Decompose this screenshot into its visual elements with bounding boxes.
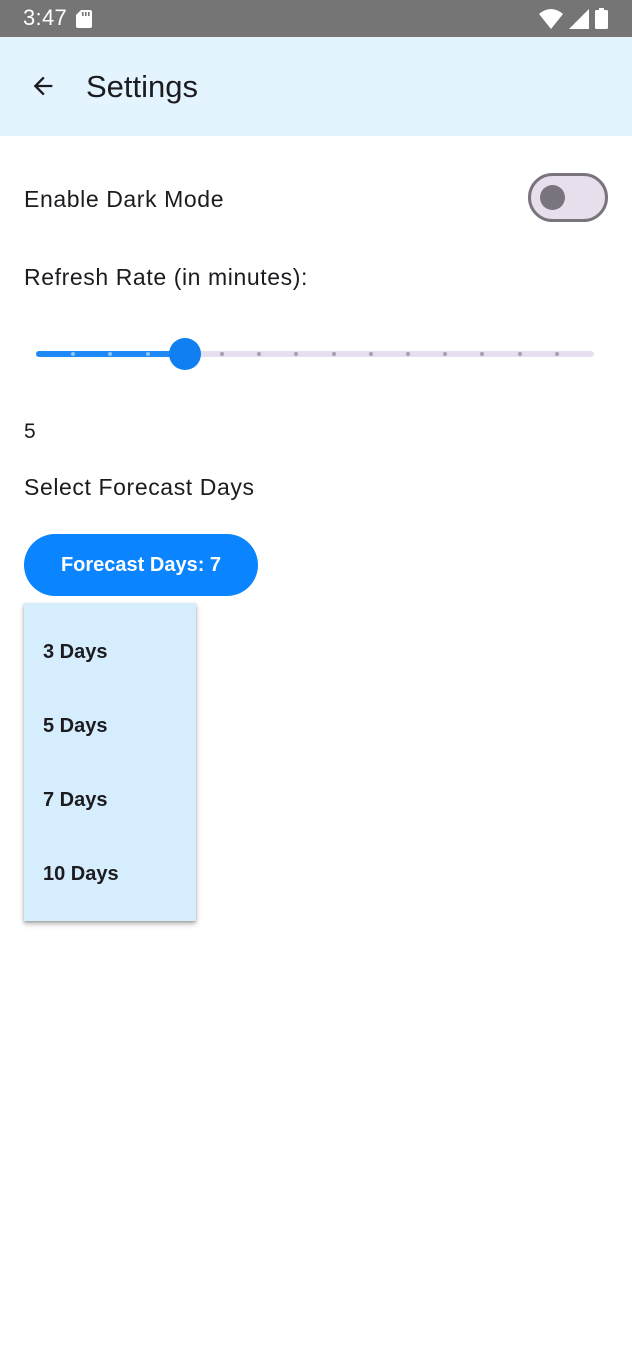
slider-tick — [145, 352, 150, 356]
dark-mode-label: Enable Dark Mode — [24, 186, 225, 212]
slider-tick — [331, 352, 336, 356]
signal-icon — [569, 8, 589, 29]
slider-tick — [71, 352, 76, 356]
forecast-days-button[interactable]: Forecast Days: 7 — [24, 534, 258, 596]
app-bar: Settings — [0, 37, 632, 136]
slider-track — [36, 351, 594, 357]
slider-thumb[interactable] — [168, 338, 201, 370]
forecast-days-menu: 3 Days 5 Days 7 Days 10 Days — [24, 603, 196, 921]
menu-item-3-days[interactable]: 3 Days — [43, 640, 108, 663]
status-icons — [539, 8, 608, 29]
slider-tick — [108, 352, 113, 356]
arrow-back-icon — [33, 76, 53, 96]
refresh-rate-value: 5 — [24, 420, 36, 443]
sd-card-icon — [76, 10, 92, 28]
page-title: Settings — [86, 69, 199, 104]
menu-item-5-days[interactable]: 5 Days — [43, 714, 108, 737]
wifi-icon — [539, 8, 563, 29]
refresh-rate-label: Refresh Rate (in minutes): — [24, 264, 309, 290]
slider-tick — [294, 352, 299, 356]
slider-tick — [257, 352, 262, 356]
slider-tick — [517, 352, 522, 356]
status-time: 3:47 — [23, 5, 68, 30]
slider-tick — [554, 352, 559, 356]
slider-tick — [220, 352, 224, 356]
switch-thumb — [540, 185, 565, 210]
slider-tick — [443, 352, 448, 356]
battery-icon — [595, 8, 608, 29]
refresh-rate-slider[interactable] — [30, 335, 602, 373]
dark-mode-switch[interactable] — [528, 173, 608, 222]
slider-tick — [406, 352, 410, 356]
forecast-days-label: Select Forecast Days — [24, 474, 255, 500]
slider-tick — [368, 352, 373, 356]
status-bar: 3:47 — [0, 0, 632, 37]
back-button[interactable] — [20, 63, 66, 109]
slider-tick — [480, 352, 485, 356]
menu-item-10-days[interactable]: 10 Days — [43, 862, 119, 885]
menu-item-7-days[interactable]: 7 Days — [43, 788, 108, 811]
